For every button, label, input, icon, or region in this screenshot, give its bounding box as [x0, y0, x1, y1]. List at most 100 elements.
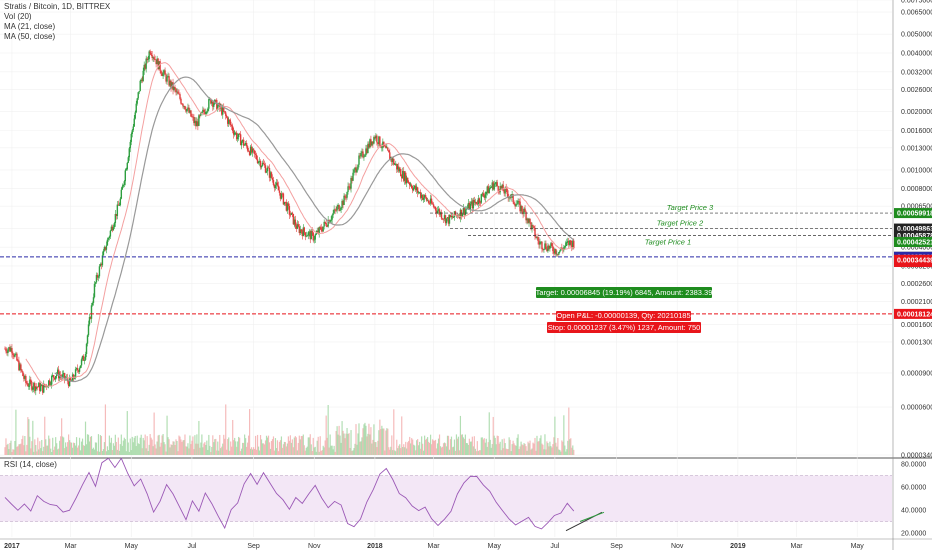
candle-body: [118, 205, 121, 206]
volume-bar: [44, 416, 46, 455]
volume-bar: [307, 437, 309, 455]
candle-body: [247, 150, 250, 152]
candle-body: [278, 190, 281, 193]
candle-body: [9, 347, 11, 352]
price-tag-bg: [894, 236, 932, 247]
volume-bar: [536, 435, 538, 455]
volume-bar: [410, 443, 412, 455]
volume-bar: [45, 439, 47, 455]
volume-bar: [422, 443, 424, 455]
volume-bar: [441, 446, 444, 455]
volume-bar: [70, 442, 72, 455]
volume-bar: [442, 443, 445, 455]
candle-body: [69, 377, 72, 382]
candle-body: [482, 193, 484, 196]
candle-body: [87, 324, 90, 336]
volume-bar: [558, 449, 560, 455]
volume-bar: [350, 430, 352, 455]
candle-body: [238, 133, 241, 135]
candle-body: [484, 194, 486, 198]
candle-body: [258, 160, 261, 162]
candle-body: [515, 204, 517, 207]
candle-body: [221, 106, 223, 115]
volume-bar: [419, 441, 421, 455]
volume-bar: [209, 445, 211, 455]
target1-label: Target Price 1: [645, 238, 691, 247]
volume-bar: [385, 430, 387, 455]
candle-body: [437, 209, 440, 211]
candle-body: [463, 208, 466, 215]
volume-bar: [406, 448, 408, 455]
candle-body: [155, 59, 157, 65]
volume-bar: [187, 443, 189, 455]
volume-bar: [173, 441, 175, 455]
volume-bar: [40, 448, 42, 455]
volume-bar: [456, 438, 459, 455]
candle-body: [511, 194, 513, 196]
volume-bar: [188, 448, 190, 455]
candle-body: [231, 125, 233, 127]
candle-body: [351, 177, 353, 181]
volume-bar: [550, 446, 552, 455]
candle-body: [544, 243, 546, 249]
volume-bar: [457, 436, 460, 455]
candle-body: [417, 192, 420, 194]
volume-bar: [133, 437, 135, 455]
candle-body: [233, 133, 236, 135]
candle-body: [554, 249, 556, 254]
volume-bar: [407, 442, 409, 455]
candle-body: [555, 249, 557, 255]
volume-bar: [259, 435, 262, 455]
candle-body: [496, 182, 498, 187]
volume-bar: [70, 442, 73, 455]
candle-body: [462, 208, 465, 214]
candle-body: [361, 151, 363, 154]
candle-body: [27, 383, 29, 387]
candle-body: [442, 218, 445, 220]
candle-body: [197, 121, 199, 126]
candle-body: [25, 375, 27, 383]
candle-body: [447, 217, 450, 224]
candle-body: [300, 229, 303, 232]
target-box: Target: 0.00006845 (19.19%) 6845, Amount…: [536, 288, 713, 297]
volume-bar: [378, 430, 380, 455]
candle-body: [123, 181, 126, 186]
candle-body: [250, 146, 253, 153]
candle-body: [546, 248, 548, 252]
volume-bar: [24, 436, 26, 455]
volume-bar: [372, 439, 374, 455]
candle-body: [47, 386, 49, 388]
candle-body: [313, 239, 315, 241]
volume-bar: [572, 445, 574, 455]
volume-bar: [390, 446, 392, 455]
candle-body: [521, 205, 523, 212]
volume-bar: [412, 439, 414, 455]
volume-bar: [565, 451, 567, 455]
volume-bar: [55, 437, 57, 455]
candle-body: [499, 185, 501, 193]
candle-body: [366, 148, 368, 153]
volume-bar: [443, 442, 446, 455]
candle-body: [75, 368, 78, 370]
candle-body: [135, 103, 137, 113]
volume-bar: [300, 436, 302, 455]
volume-bar: [431, 439, 434, 455]
candle-body: [54, 376, 57, 380]
volume-bar: [110, 437, 112, 455]
volume-bar: [318, 451, 320, 455]
candle-body: [120, 189, 123, 199]
candle-body: [173, 87, 175, 91]
volume-bar: [241, 448, 243, 455]
volume-bar: [371, 443, 373, 455]
volume-bar: [450, 436, 453, 455]
candle-body: [279, 192, 282, 199]
volume-bar: [270, 441, 273, 455]
volume-bar: [4, 447, 6, 455]
candle-body: [325, 223, 327, 227]
candle-body: [436, 210, 439, 214]
candle-body: [295, 225, 298, 229]
candle-body: [535, 236, 537, 238]
volume-bar: [398, 445, 400, 455]
volume-bar: [179, 436, 181, 455]
volume-bar: [433, 440, 436, 455]
